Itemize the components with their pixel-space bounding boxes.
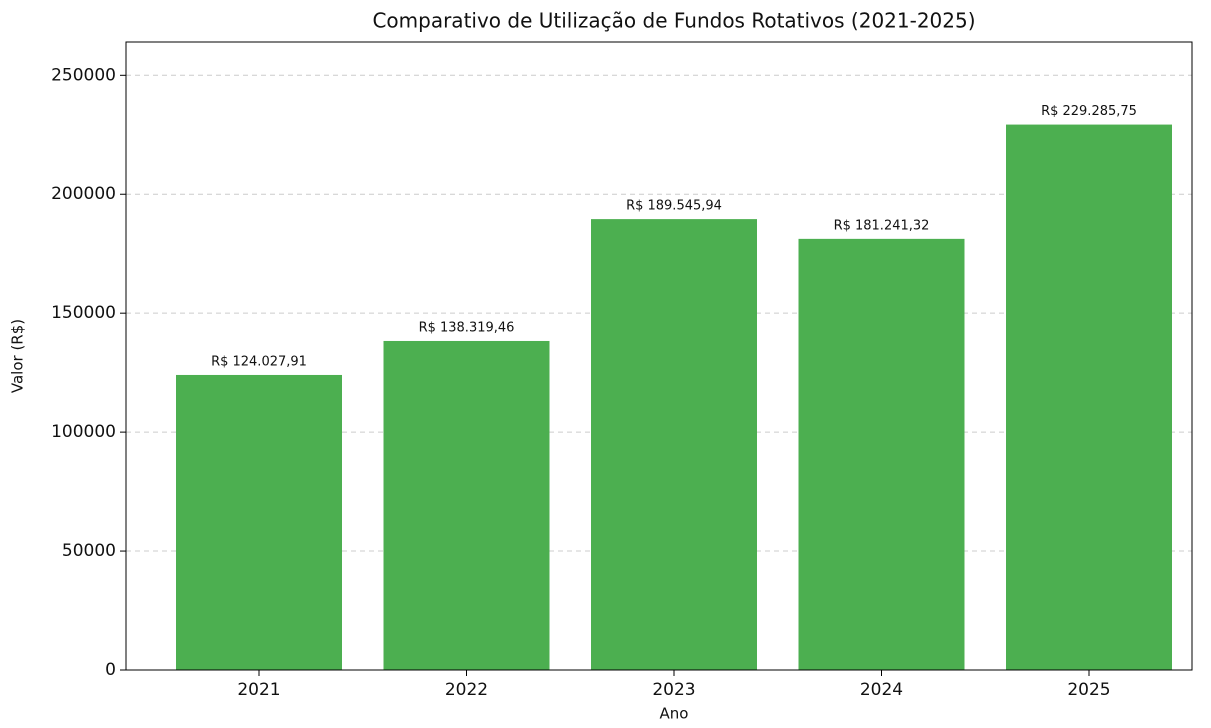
y-tick-label: 0 bbox=[105, 660, 116, 680]
y-axis-label: Valor (R$) bbox=[9, 319, 27, 393]
value-label: R$ 124.027,91 bbox=[211, 354, 307, 369]
y-tick-label: 150000 bbox=[51, 303, 116, 323]
bar bbox=[1006, 124, 1172, 671]
y-tick-label: 200000 bbox=[51, 184, 116, 204]
value-label: R$ 189.545,94 bbox=[626, 199, 722, 214]
bar bbox=[383, 340, 550, 670]
bar bbox=[176, 374, 342, 670]
x-tick-label: 2024 bbox=[860, 680, 903, 700]
bar bbox=[591, 219, 757, 670]
chart-title: Comparativo de Utilização de Fundos Rota… bbox=[372, 9, 975, 33]
y-tick-label: 250000 bbox=[51, 65, 116, 85]
x-tick-label: 2022 bbox=[445, 680, 488, 700]
plot-frame bbox=[125, 41, 1193, 671]
x-tick-label: 2021 bbox=[237, 680, 280, 700]
value-label: R$ 181.241,32 bbox=[834, 218, 930, 233]
y-tick-label: 100000 bbox=[51, 422, 116, 442]
value-label: R$ 229.285,75 bbox=[1041, 104, 1137, 119]
x-tick-label: 2025 bbox=[1067, 680, 1110, 700]
y-tick-label: 50000 bbox=[62, 541, 116, 561]
value-label: R$ 138.319,46 bbox=[419, 320, 515, 335]
x-axis-label: Ano bbox=[660, 705, 689, 723]
bar bbox=[798, 238, 965, 670]
x-tick-label: 2023 bbox=[652, 680, 695, 700]
